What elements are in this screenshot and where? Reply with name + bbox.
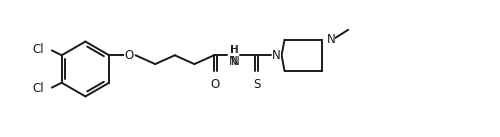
Text: Cl: Cl (32, 82, 44, 95)
Text: N: N (229, 55, 238, 68)
Text: N: N (272, 49, 281, 62)
Text: H: H (230, 45, 238, 55)
Text: O: O (124, 49, 134, 62)
Text: S: S (253, 78, 260, 91)
Text: O: O (211, 78, 220, 91)
Text: N: N (230, 55, 239, 68)
Text: H: H (230, 45, 237, 55)
Text: N: N (326, 33, 336, 46)
Text: Cl: Cl (32, 43, 44, 56)
